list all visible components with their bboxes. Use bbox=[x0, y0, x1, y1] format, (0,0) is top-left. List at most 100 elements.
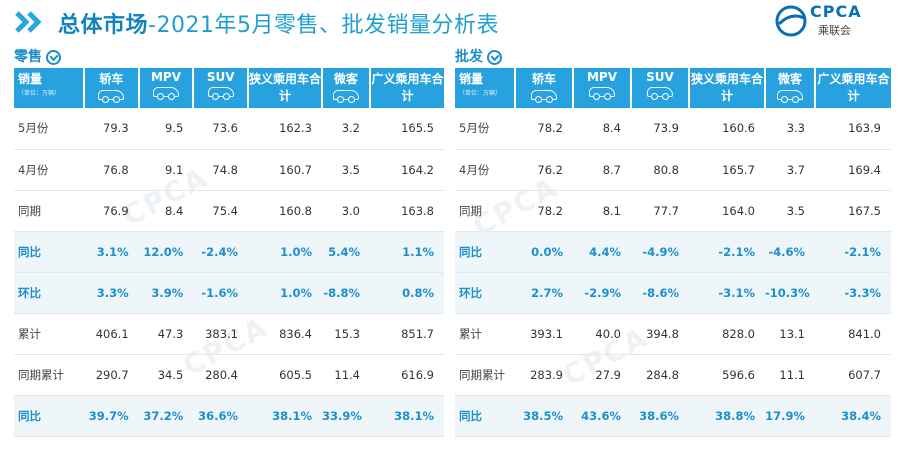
car-icon bbox=[647, 87, 673, 100]
retail-table: 销量 （单位：万辆） 轿车 MPV SUV 狭义乘用车合计 微客 广义乘用车合计 5月份 79.… bbox=[14, 68, 444, 437]
table-cell: -2.1% bbox=[689, 231, 765, 273]
row-label: 4月份 bbox=[14, 149, 84, 191]
table-cell: 43.6% bbox=[573, 395, 631, 437]
table-cell: 0.0% bbox=[515, 231, 573, 273]
table-cell: 27.9 bbox=[573, 354, 631, 396]
table-cell: 3.5 bbox=[322, 149, 370, 191]
table-cell: 38.5% bbox=[515, 395, 573, 437]
table-cell: 11.1 bbox=[765, 354, 815, 396]
car-icon bbox=[152, 87, 179, 100]
unit-label: （单位：万辆） bbox=[459, 90, 502, 97]
car-icon bbox=[333, 90, 359, 103]
column-header-label: 轿车 bbox=[531, 72, 556, 86]
table-cell: 39.7% bbox=[84, 395, 139, 437]
logo-subtext: 乘联会 bbox=[818, 24, 851, 37]
table-cell: 13.1 bbox=[765, 313, 815, 355]
table-cell: -3.1% bbox=[689, 272, 765, 314]
table-cell: 164.2 bbox=[370, 149, 444, 191]
row-label: 同比 bbox=[14, 395, 84, 437]
table-cell: 78.2 bbox=[515, 190, 573, 232]
table-cell: -10.3% bbox=[765, 272, 815, 314]
column-header-label: 微客 bbox=[777, 72, 802, 86]
table-cell: 616.9 bbox=[370, 354, 444, 396]
column-header-label: 狭义乘用车合计 bbox=[249, 72, 322, 103]
table-cell: 160.6 bbox=[689, 108, 765, 150]
table-row: 累计 406.1 47.3 383.1 836.4 15.3 851.7 bbox=[14, 313, 444, 355]
arrow-down-circle-icon bbox=[487, 49, 502, 65]
car-icon bbox=[777, 90, 803, 103]
table-row: 5月份 79.3 9.5 73.6 162.3 3.2 165.5 bbox=[14, 108, 444, 150]
table-cell: 34.5 bbox=[138, 354, 194, 396]
column-header: MPV bbox=[573, 68, 632, 108]
retail-title-label: 零售 bbox=[14, 49, 42, 65]
table-cell: 165.5 bbox=[370, 108, 444, 150]
table-cell: 284.8 bbox=[631, 354, 689, 396]
column-header: 狭义乘用车合计 bbox=[248, 68, 323, 108]
row-label: 累计 bbox=[455, 313, 515, 355]
table-cell: 406.1 bbox=[84, 313, 139, 355]
logo-text: CPCA bbox=[810, 2, 862, 21]
column-header: 微客 bbox=[765, 68, 816, 108]
car-icon bbox=[98, 90, 125, 103]
car-icon bbox=[589, 87, 615, 100]
table-cell: 12.0% bbox=[138, 231, 194, 273]
column-header-label: 广义乘用车合计 bbox=[817, 72, 890, 103]
table-cell: 47.3 bbox=[138, 313, 194, 355]
table-row: 同期 78.2 8.1 77.7 164.0 3.5 167.5 bbox=[455, 190, 891, 232]
table-cell: 76.2 bbox=[515, 149, 573, 191]
table-cell: 2.7% bbox=[515, 272, 573, 314]
column-header-label: SUV bbox=[646, 70, 674, 84]
table-cell: 38.1% bbox=[370, 395, 444, 437]
page-header: 总体市场-2021年5月零售、批发销量分析表 CPCA 乘联会 bbox=[0, 0, 900, 42]
table-cell: 77.7 bbox=[631, 190, 689, 232]
table-cell: -8.8% bbox=[322, 272, 370, 314]
column-header-label: 销量 bbox=[459, 72, 484, 86]
table-cell: 38.4% bbox=[815, 395, 891, 437]
column-header: 轿车 bbox=[515, 68, 574, 108]
table-row: 4月份 76.8 9.1 74.8 160.7 3.5 164.2 bbox=[14, 149, 444, 191]
table-cell: 160.7 bbox=[248, 149, 322, 191]
column-header: 销量 （单位：万辆） bbox=[14, 68, 85, 108]
column-header: 微客 bbox=[322, 68, 371, 108]
table-row: 环比 3.3% 3.9% -1.6% 1.0% -8.8% 0.8% bbox=[14, 272, 444, 314]
double-chevron-icon bbox=[15, 11, 42, 33]
cpca-logo: CPCA 乘联会 bbox=[774, 2, 884, 40]
table-cell: 3.2 bbox=[322, 108, 370, 150]
table-row: 同期累计 290.7 34.5 280.4 605.5 11.4 616.9 bbox=[14, 354, 444, 396]
row-label: 5月份 bbox=[455, 108, 515, 150]
table-cell: 17.9% bbox=[765, 395, 815, 437]
column-header-label: 狭义乘用车合计 bbox=[690, 72, 763, 103]
table-cell: -1.6% bbox=[193, 272, 248, 314]
wholesale-panel: 批发 销量 （单位：万辆） 轿车 MPV SUV 狭义乘用车合计 微客 广义乘用车合计 5月份… bbox=[455, 46, 891, 437]
table-row: 同比 39.7% 37.2% 36.6% 38.1% 33.9% 38.1% bbox=[14, 395, 444, 437]
table-cell: 8.4 bbox=[138, 190, 194, 232]
table-cell: 393.1 bbox=[515, 313, 573, 355]
column-header: SUV bbox=[193, 68, 249, 108]
table-row: 4月份 76.2 8.7 80.8 165.7 3.7 169.4 bbox=[455, 149, 891, 191]
row-label: 同期 bbox=[14, 190, 84, 232]
table-cell: 8.7 bbox=[573, 149, 631, 191]
table-cell: 8.1 bbox=[573, 190, 631, 232]
table-cell: 160.8 bbox=[248, 190, 322, 232]
table-cell: 163.8 bbox=[370, 190, 444, 232]
table-cell: 73.9 bbox=[631, 108, 689, 150]
table-row: 同比 0.0% 4.4% -4.9% -2.1% -4.6% -2.1% bbox=[455, 231, 891, 273]
column-header: 轿车 bbox=[84, 68, 140, 108]
retail-panel: 零售 销量 （单位：万辆） 轿车 MPV SUV 狭义乘用车合计 微客 广义乘用车合计 5月份… bbox=[14, 46, 444, 437]
globe-logo-icon bbox=[775, 5, 807, 37]
title-rest: -2021年5月零售、批发销量分析表 bbox=[148, 13, 499, 38]
table-row: 同期 76.9 8.4 75.4 160.8 3.0 163.8 bbox=[14, 190, 444, 232]
retail-table-body: 5月份 79.3 9.5 73.6 162.3 3.2 165.5 4月份 76.8 9.1 74.… bbox=[14, 108, 444, 437]
table-cell: 607.7 bbox=[815, 354, 891, 396]
table-cell: 851.7 bbox=[370, 313, 444, 355]
table-row: 累计 393.1 40.0 394.8 828.0 13.1 841.0 bbox=[455, 313, 891, 355]
column-header: 广义乘用车合计 bbox=[815, 68, 891, 108]
table-cell: 841.0 bbox=[815, 313, 891, 355]
wholesale-title-label: 批发 bbox=[455, 49, 483, 65]
page-title: 总体市场-2021年5月零售、批发销量分析表 bbox=[58, 7, 499, 39]
table-cell: 828.0 bbox=[689, 313, 765, 355]
column-header-label: 销量 bbox=[18, 72, 43, 86]
column-header: 销量 （单位：万辆） bbox=[455, 68, 516, 108]
table-cell: 74.8 bbox=[193, 149, 248, 191]
column-header-label: 微客 bbox=[333, 72, 358, 86]
